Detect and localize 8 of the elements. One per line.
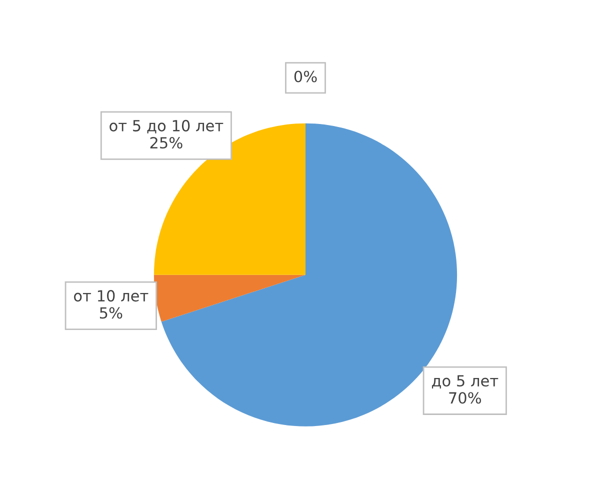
text: 0% <box>294 70 317 82</box>
data-label: 25% <box>150 136 182 149</box>
slice-label: до 5 лет <box>432 375 498 388</box>
data-label: 5% <box>100 307 122 319</box>
slice-label: от 10 лет <box>74 290 148 302</box>
pie-slice <box>154 274 306 322</box>
data-label: 70% <box>449 392 482 404</box>
slice-label: от 5 до 10 лет <box>110 120 224 134</box>
